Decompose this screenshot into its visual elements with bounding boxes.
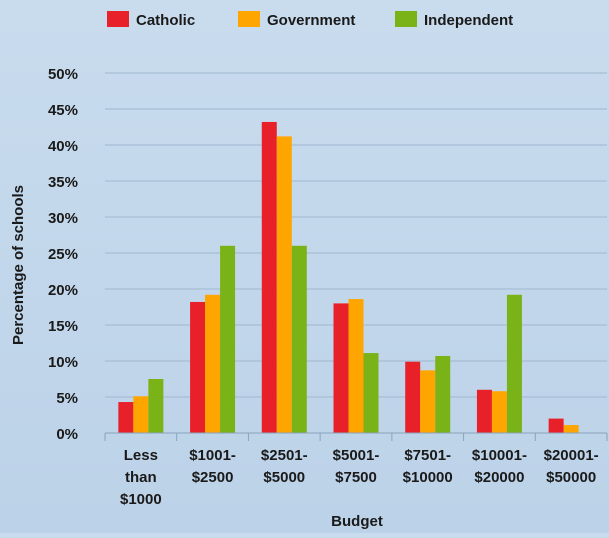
y-tick-label: 0% [56, 426, 78, 443]
bar-catholic-5 [476, 389, 492, 433]
bar-catholic-2 [261, 121, 277, 434]
bar-independent-0 [148, 379, 164, 433]
x-tick-label: than [125, 469, 157, 486]
y-tick-label: 20% [48, 282, 78, 299]
bar-independent-4 [435, 355, 451, 433]
bars [118, 121, 579, 434]
bar-catholic-1 [190, 301, 206, 433]
bar-government-5 [491, 391, 507, 433]
bar-independent-5 [506, 294, 522, 433]
y-tick-label: 15% [48, 318, 78, 335]
x-tick-label: $1001- [189, 447, 236, 464]
legend-swatch-government [238, 11, 260, 27]
y-tick-label: 40% [48, 138, 78, 155]
x-tick-label: $50000 [546, 469, 596, 486]
legend-swatch-independent [395, 11, 417, 27]
bar-independent-3 [363, 353, 379, 433]
bar-independent-1 [220, 245, 236, 433]
legend-label-government: Government [267, 12, 355, 29]
x-tick-label: $2500 [192, 469, 234, 486]
x-tick-label: $10001- [472, 447, 527, 464]
y-axis-ticks: 0% 5% 10% 15% 20% 25% 30% 35% 40% 45% 50% [48, 66, 78, 443]
y-tick-label: 30% [48, 210, 78, 227]
bar-government-4 [420, 370, 436, 433]
x-tick-label: $1000 [120, 491, 162, 508]
bar-independent-2 [291, 245, 307, 433]
legend: Catholic Government Independent [107, 11, 513, 29]
grid [105, 72, 607, 398]
x-axis [104, 432, 608, 441]
x-axis-label: Budget [331, 513, 383, 530]
y-tick-label: 10% [48, 354, 78, 371]
x-tick-label: $5001- [333, 447, 380, 464]
y-tick-label: 45% [48, 102, 78, 119]
bar-government-1 [205, 294, 221, 433]
x-tick-label: $20001- [544, 447, 599, 464]
y-tick-label: 50% [48, 66, 78, 83]
bar-catholic-0 [118, 402, 134, 433]
legend-label-independent: Independent [424, 12, 513, 29]
bar-catholic-4 [405, 361, 421, 433]
bar-government-0 [133, 396, 149, 433]
x-tick-label: $10000 [403, 469, 453, 486]
x-tick-label: Less [124, 447, 158, 464]
bar-catholic-6 [548, 418, 564, 433]
bar-catholic-3 [333, 303, 349, 433]
legend-label-catholic: Catholic [136, 12, 195, 29]
x-tick-label: $20000 [474, 469, 524, 486]
y-tick-label: 35% [48, 174, 78, 191]
bar-government-6 [563, 425, 579, 433]
x-tick-label: $7500 [335, 469, 377, 486]
legend-swatch-catholic [107, 11, 129, 27]
x-tick-label: $5000 [263, 469, 305, 486]
bar-government-3 [348, 299, 364, 433]
x-tick-label: $7501- [404, 447, 451, 464]
x-tick-label: $2501- [261, 447, 308, 464]
y-axis-label: Percentage of schools [10, 185, 27, 345]
y-tick-label: 5% [56, 390, 78, 407]
y-tick-label: 25% [48, 246, 78, 263]
bar-government-2 [276, 136, 292, 434]
x-axis-ticks: Less than $1000 $1001- $2500 $2501- $5000 $5001… [120, 447, 599, 508]
